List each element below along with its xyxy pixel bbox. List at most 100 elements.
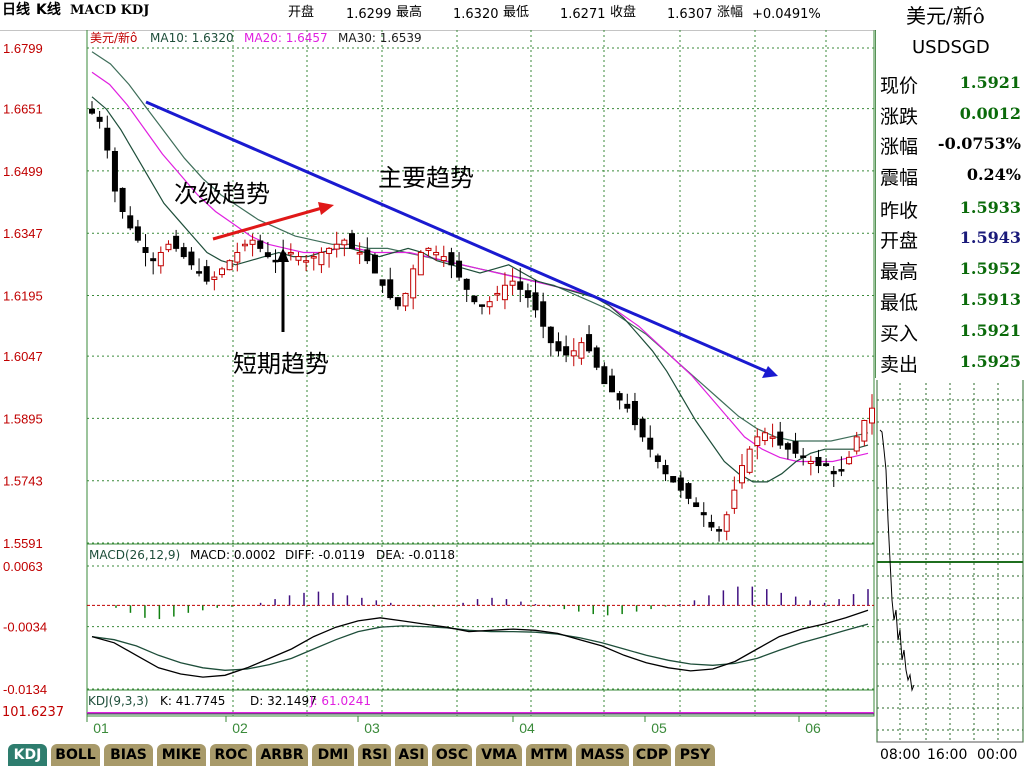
candle-up <box>287 251 294 255</box>
candle-up <box>731 489 738 509</box>
main-trend-arrowhead <box>762 366 778 378</box>
tab-bias[interactable]: BIAS <box>104 744 153 766</box>
candle-down <box>601 366 608 385</box>
candle-down <box>524 290 531 299</box>
tab-rsi[interactable]: RSI <box>358 744 391 766</box>
tab-osc[interactable]: OSC <box>432 744 472 766</box>
tab-cdp[interactable]: CDP <box>633 744 671 766</box>
kdj-axis-label: 101.6237 <box>2 705 65 720</box>
candle-down <box>479 304 485 307</box>
candle-up <box>494 292 501 296</box>
candle-down <box>394 297 401 307</box>
candle-down <box>586 334 593 352</box>
candle-down <box>784 443 791 450</box>
quote-row: 最低 1.5913 <box>878 284 1024 314</box>
candle-down <box>196 271 203 274</box>
candle-down <box>716 529 723 532</box>
tab-kdj[interactable]: KDJ <box>8 744 47 766</box>
price-tick-label: 1.6347 <box>3 226 43 241</box>
candle-down <box>173 235 180 249</box>
x-tick-label: 04 <box>519 720 535 736</box>
tab-asi[interactable]: ASI <box>395 744 428 766</box>
tab-roc[interactable]: ROC <box>210 744 252 766</box>
quote-row-value: 1.5952 <box>959 259 1021 278</box>
tab-arbr[interactable]: ARBR <box>256 744 308 766</box>
close-value: 1.6307 <box>667 7 713 22</box>
indicators-label: MACD KDJ <box>70 3 150 18</box>
macd-tick-label: 0.0063 <box>3 559 43 574</box>
period-label[interactable]: 日线 <box>2 2 30 18</box>
side-time-1600: 16:00 <box>927 747 968 763</box>
candle-down <box>371 254 378 274</box>
quote-row-value: 0.0012 <box>959 104 1021 123</box>
price-tick-label: 1.5591 <box>3 536 43 551</box>
candle-up <box>754 436 761 446</box>
candle-down <box>838 469 845 472</box>
candle-up <box>846 456 853 465</box>
candle-down <box>540 301 547 327</box>
low-value: 1.6271 <box>560 7 606 22</box>
candle-down <box>188 251 195 266</box>
tab-dmi[interactable]: DMI <box>312 744 354 766</box>
chart-kind-label[interactable]: K线 <box>36 2 61 18</box>
candle-up <box>219 268 225 276</box>
candle-up <box>761 432 768 442</box>
tab-mike[interactable]: MIKE <box>157 744 206 766</box>
quote-row-label: 昨收 <box>880 200 919 222</box>
tab-mass[interactable]: MASS <box>576 744 629 766</box>
tab-vma[interactable]: VMA <box>476 744 522 766</box>
candle-down <box>609 375 615 393</box>
tab-psy[interactable]: PSY <box>675 744 715 766</box>
candle-down <box>456 260 463 278</box>
candle-up <box>356 251 363 255</box>
quote-row-label: 最低 <box>880 292 919 314</box>
quote-row-label: 震幅 <box>880 167 919 189</box>
candle-down <box>379 279 386 286</box>
side-time-0800: 08:00 <box>880 747 921 763</box>
macd-value: MACD: 0.0002 <box>190 548 276 562</box>
price-tick-label: 1.5895 <box>3 411 43 426</box>
x-tick-label: 02 <box>232 720 248 736</box>
macd-diff-line <box>91 609 869 678</box>
quote-panel <box>876 0 1024 380</box>
axis-ticks-layer: 1.6799 1.6651 1.6499 1.6347 1.6195 1.6047 1.58… <box>3 41 821 736</box>
candle-up <box>326 247 333 254</box>
quote-row: 最高 1.5952 <box>878 253 1024 283</box>
candle-down <box>563 346 570 356</box>
ma20-line <box>91 71 869 463</box>
tab-boll[interactable]: BOLL <box>51 744 100 766</box>
tab-mtm[interactable]: MTM <box>526 744 572 766</box>
quote-row-value: 1.5943 <box>959 228 1021 247</box>
quote-row-value: 0.24% <box>966 165 1021 184</box>
moving-average-layer <box>91 51 869 483</box>
legend-symbol: 美元/新ô <box>90 31 138 45</box>
x-tick-label: 03 <box>364 720 380 736</box>
quote-row-label: 涨跌 <box>880 106 919 128</box>
macd-layer <box>87 586 874 715</box>
candle-up <box>861 419 868 442</box>
candle-down <box>142 247 149 253</box>
quote-row-value: 1.5933 <box>959 198 1021 217</box>
quote-row: 现价 1.5921 <box>878 67 1024 97</box>
main-frame <box>86 29 875 717</box>
quote-row-value: 1.5921 <box>959 73 1021 92</box>
candle-down <box>670 476 677 483</box>
candle-up <box>578 342 585 359</box>
quote-code: USDSGD <box>912 37 990 58</box>
quote-row-label: 买入 <box>880 323 919 345</box>
candle-down <box>111 150 118 192</box>
macd-tick-label: -0.0134 <box>3 682 47 697</box>
x-tick-label: 01 <box>93 720 109 736</box>
candle-down <box>517 281 524 290</box>
candle-up <box>333 243 340 250</box>
candle-down <box>257 240 264 249</box>
grid-layer <box>0 29 876 717</box>
secondary-trend-label: 次级趋势 <box>174 180 270 208</box>
candle-down <box>104 127 111 151</box>
candle-up <box>425 247 432 251</box>
candle-up <box>234 251 241 263</box>
legend-ma30: MA30: 1.6539 <box>338 31 422 45</box>
candle-up <box>853 436 860 452</box>
